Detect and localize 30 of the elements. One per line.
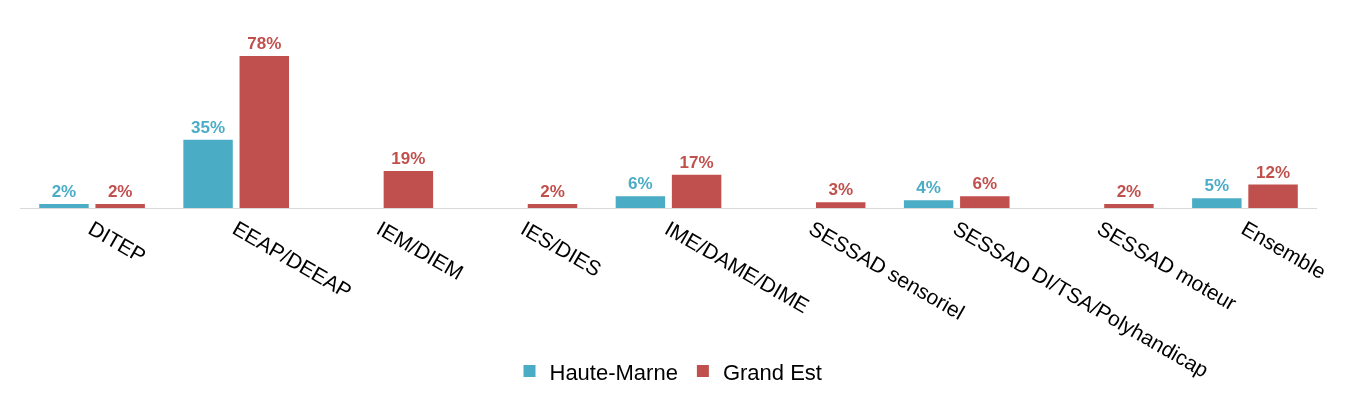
bar: [527, 204, 578, 208]
data-label: 17%: [679, 152, 714, 172]
bar: [960, 196, 1010, 208]
bar: [39, 204, 89, 208]
bar: [1248, 184, 1298, 208]
bar: [815, 202, 866, 208]
bar: [183, 139, 233, 208]
bar: [95, 204, 145, 208]
bar: [615, 196, 666, 208]
legend-label: Grand Est: [722, 359, 822, 385]
data-label: 78%: [247, 34, 282, 53]
data-label: 2%: [1116, 182, 1142, 202]
data-label: 19%: [391, 148, 426, 168]
data-label: 2%: [540, 182, 565, 202]
data-label: 6%: [628, 174, 653, 194]
data-label: 35%: [191, 117, 226, 137]
data-label: 6%: [972, 174, 998, 194]
data-label: 5%: [1204, 176, 1230, 196]
data-label: 2%: [107, 182, 133, 202]
bar: [903, 200, 954, 208]
data-label: 12%: [1256, 162, 1291, 182]
bar: [671, 174, 722, 208]
bar: [383, 170, 434, 208]
data-label: 4%: [916, 178, 941, 198]
data-label: 3%: [828, 180, 853, 200]
bar: [1192, 198, 1242, 208]
bar: [239, 56, 289, 208]
data-label: 2%: [51, 182, 77, 202]
bar: [1104, 204, 1154, 208]
legend-label: Haute-Marne: [549, 359, 678, 385]
